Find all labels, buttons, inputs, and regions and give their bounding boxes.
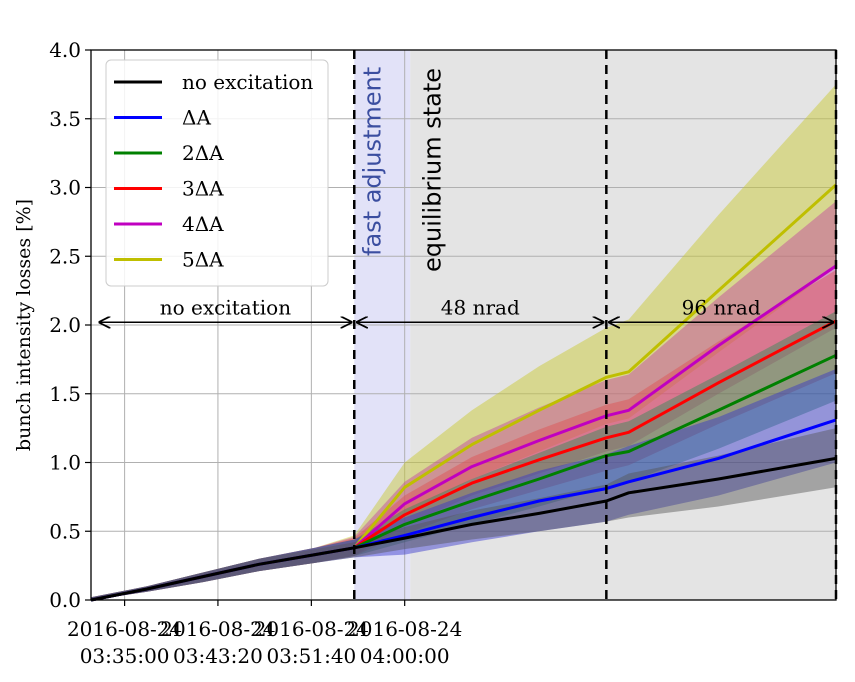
- x-tick-time: 03:35:00: [80, 644, 170, 668]
- series-line-no excitation: [90, 456, 837, 602]
- legend-label: 3ΔA: [182, 177, 224, 201]
- legend-label: 5ΔA: [182, 248, 224, 272]
- range-label: 96 nrad: [682, 295, 761, 319]
- y-tick-label: 4.0: [49, 38, 81, 62]
- x-tick-time: 03:51:40: [266, 644, 356, 668]
- band-2ΔA: [91, 311, 836, 600]
- legend-label: 4ΔA: [182, 212, 224, 236]
- legend-label: ΔA: [182, 106, 211, 130]
- x-tick-time: 03:43:20: [173, 644, 263, 668]
- y-tick-label: 0.0: [49, 588, 81, 612]
- fast-adjustment-label: fast adjustment: [358, 67, 386, 256]
- legend-label: 2ΔA: [182, 141, 224, 165]
- series-lines: [90, 183, 838, 602]
- range-label: no excitation: [160, 295, 291, 319]
- legend: no excitation ΔA 2ΔA 3ΔA 4ΔA 5ΔA: [105, 59, 329, 287]
- x-tick-date: 2016-08-24: [67, 617, 182, 641]
- equilibrium-state-label: equilibrium state: [418, 68, 446, 272]
- range-label: 48 nrad: [441, 295, 520, 319]
- x-tick-time: 04:00:00: [360, 644, 450, 668]
- y-tick-label: 1.5: [49, 382, 81, 406]
- y-tick-label: 2.5: [49, 244, 81, 268]
- y-tick-label: 0.5: [49, 519, 81, 543]
- y-tick-label: 3.0: [49, 176, 81, 200]
- y-axis-label: bunch intensity losses [%]: [13, 199, 35, 451]
- axes: 0.0 0.5 1.0 1.5 2.0 2.5 3.0 3.5 4.0 2016-08-24 03:…: [13, 38, 837, 668]
- band-no excitation: [91, 428, 836, 600]
- band-3ΔA: [91, 270, 836, 600]
- x-tick-date: 2016-08-24: [160, 617, 275, 641]
- y-tick-label: 2.0: [49, 313, 81, 337]
- y-tick-label: 3.5: [49, 107, 81, 131]
- annotations: no excitation 48 nrad 96 nrad fast adjustme…: [100, 67, 833, 322]
- x-tick-date: 2016-08-24: [254, 617, 369, 641]
- x-tick-date: 2016-08-24: [347, 617, 462, 641]
- y-tick-label: 1.0: [49, 451, 81, 475]
- band-5ΔA: [91, 84, 836, 600]
- legend-label: no excitation: [182, 70, 313, 94]
